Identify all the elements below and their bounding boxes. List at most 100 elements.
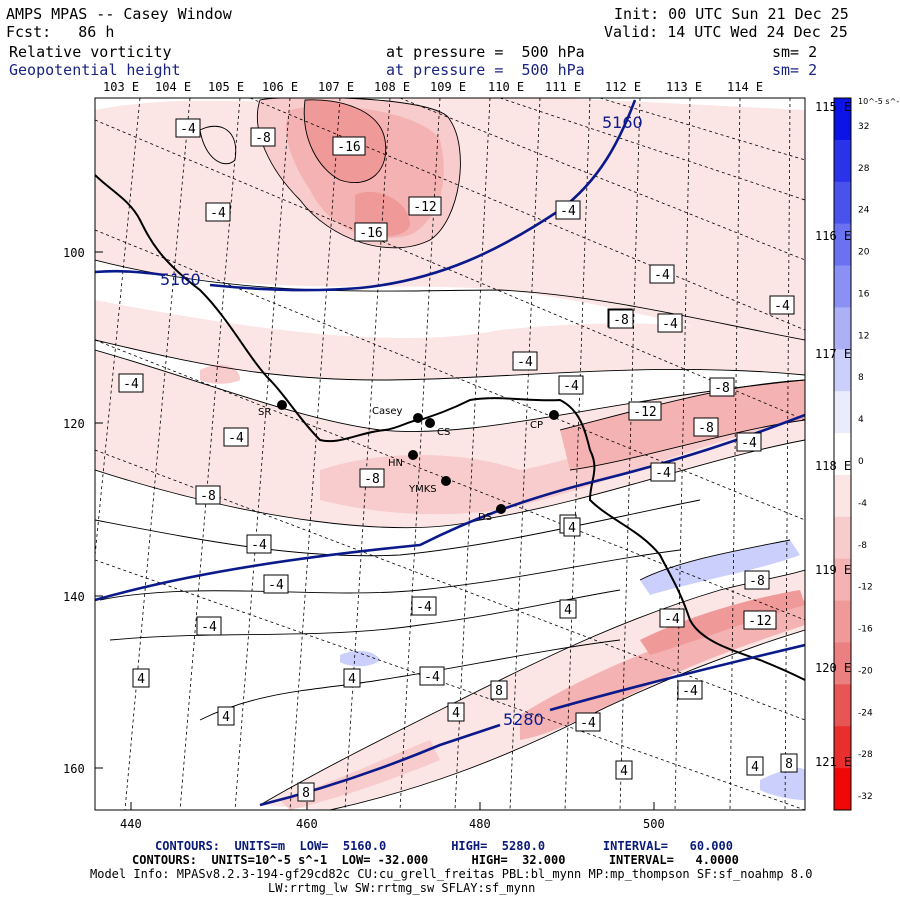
y-tick-140: 140: [63, 590, 85, 604]
svg-text:-12: -12: [633, 405, 656, 420]
svg-text:-8: -8: [200, 489, 216, 504]
vorticity-label: -4: [657, 313, 683, 333]
x-tick-460: 460: [296, 817, 318, 831]
station-label-sr: SR: [258, 407, 271, 418]
axis-ticks: [95, 251, 655, 810]
station-marker-sr: [277, 400, 287, 410]
footer-vorticity-contours: CONTOURS: UNITS=10^-5 s^-1 LOW= -32.000 …: [132, 853, 739, 867]
vorticity-label: -12: [628, 401, 662, 421]
station-marker-ds: [496, 504, 506, 514]
svg-text:-16: -16: [359, 226, 382, 241]
station-marker-ymks: [441, 476, 451, 486]
vorticity-label: -4: [246, 534, 272, 554]
vorticity-label: -8: [709, 377, 735, 397]
colorbar-swatch: [834, 98, 851, 141]
smoothing-1: sm= 2: [772, 43, 818, 61]
lon-label-118: 118 E: [815, 459, 852, 473]
vorticity-label: -4: [223, 427, 249, 447]
svg-text:-12: -12: [748, 614, 771, 629]
colorbar-label: -24: [858, 708, 873, 718]
svg-text:-4: -4: [655, 466, 671, 481]
lon-label-119: 119 E: [815, 563, 852, 577]
colorbar-label: -12: [858, 583, 873, 593]
svg-text:-8: -8: [613, 313, 629, 328]
colorbar: 32 28 24 20 16 12 8 4 0 -4 -8 -12 -16 -20 -24 -28 -32 10^…: [833, 97, 900, 811]
colorbar-label: -16: [858, 625, 873, 635]
svg-text:-4: -4: [654, 268, 670, 283]
vorticity-label: 8: [490, 680, 508, 700]
height-contours: [95, 99, 805, 807]
colorbar-swatch: [834, 516, 851, 560]
vorticity-label: -4: [118, 373, 144, 393]
svg-text:-4: -4: [210, 206, 226, 221]
colorbar-swatch: [834, 139, 851, 183]
lon-label-111: 111 E: [545, 80, 582, 94]
vorticity-label: -4: [263, 574, 289, 594]
colorbar-label: 28: [858, 164, 870, 174]
vorticity-label: -8: [359, 468, 385, 488]
vorticity-label: -12: [743, 610, 777, 630]
height-label-5160-top: 5160: [602, 113, 643, 132]
coastline: [95, 174, 805, 681]
svg-text:-4: -4: [741, 436, 757, 451]
colorbar-unit: 10^-5 s^-1: [858, 97, 900, 106]
colorbar-swatch: [834, 600, 851, 643]
lon-label-109: 109 E: [430, 80, 467, 94]
vorticity-label: -4: [558, 375, 584, 395]
y-tick-100: 100: [63, 246, 85, 260]
y-tick-160: 160: [63, 762, 85, 776]
colorbar-swatch: [834, 181, 851, 225]
vorticity-label: 4: [615, 760, 633, 780]
colorbar-label: 20: [858, 248, 870, 258]
footer-model-info: Model Info: MPASv8.2.3-194-gf29cd82c CU:…: [90, 867, 813, 881]
colorbar-label: 4: [858, 415, 864, 425]
svg-text:-4: -4: [123, 377, 139, 392]
station-marker-cs: [425, 418, 435, 428]
svg-text:4: 4: [137, 672, 145, 687]
field-height-label: Geopotential height: [9, 61, 181, 79]
colorbar-label: -28: [858, 750, 873, 760]
station-markers: [277, 400, 559, 514]
vorticity-label: 4: [217, 706, 235, 726]
vorticity-label: -4: [411, 596, 437, 616]
svg-text:-16: -16: [337, 140, 360, 155]
svg-text:-12: -12: [413, 200, 436, 215]
vorticity-label: -4: [196, 616, 222, 636]
vorticity-label: -4: [555, 200, 581, 220]
svg-text:-8: -8: [698, 421, 714, 436]
lon-label-113: 113 E: [666, 80, 703, 94]
x-tick-440: 440: [120, 817, 142, 831]
svg-text:4: 4: [564, 603, 572, 618]
vorticity-label: -8: [744, 570, 770, 590]
station-label-ymks: YMKS: [408, 484, 437, 495]
colorbar-swatch: [834, 265, 851, 308]
lon-label-117: 117 E: [815, 347, 852, 361]
svg-text:4: 4: [222, 710, 230, 725]
colorbar-swatch: [834, 391, 851, 434]
colorbar-label: -20: [858, 666, 873, 676]
vorticity-label: -4: [677, 680, 703, 700]
valid-time: Valid: 14 UTC Wed 24 Dec 25: [604, 23, 848, 41]
field-vorticity-label: Relative vorticity: [9, 43, 172, 61]
vorticity-label: 4: [746, 756, 764, 776]
svg-text:-4: -4: [563, 379, 579, 394]
svg-text:-4: -4: [268, 578, 284, 593]
colorbar-swatch: [834, 349, 851, 392]
vorticity-label: -12: [408, 196, 442, 216]
forecast-hour: Fcst: 86 h: [6, 23, 115, 41]
y-tick-120: 120: [63, 417, 85, 431]
vorticity-label: 4: [559, 599, 577, 619]
x-tick-500: 500: [643, 817, 665, 831]
lon-label-114: 114 E: [727, 80, 764, 94]
station-label-casey: Casey: [372, 406, 402, 417]
vorticity-label: -16: [332, 136, 366, 156]
svg-text:4: 4: [452, 706, 460, 721]
station-labels: SR Casey CS CP HN YMKS DS: [258, 406, 543, 523]
height-labels: 5160 5160 5280: [160, 113, 643, 729]
lon-label-104: 104 E: [155, 80, 192, 94]
colorbar-label: 8: [858, 373, 864, 383]
svg-text:-8: -8: [714, 381, 730, 396]
lon-label-121: 121 E: [815, 755, 852, 769]
colorbar-label: -4: [858, 499, 867, 509]
